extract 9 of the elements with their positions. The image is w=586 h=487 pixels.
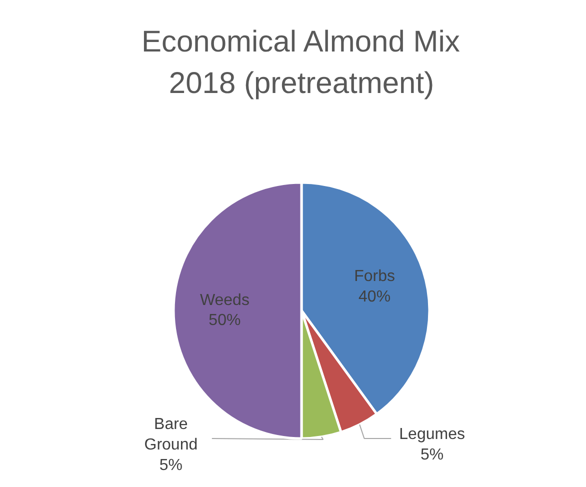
data-label: 5%: [159, 456, 183, 474]
slice-label: Forbs: [354, 268, 395, 286]
slice-label: Weeds: [200, 292, 250, 309]
slice-label: Bare Ground: [144, 416, 198, 454]
data-label: 5%: [420, 446, 444, 464]
data-label: 40%: [358, 288, 391, 306]
chart-title: Economical Almond Mix 2018 (pretreatment): [141, 26, 460, 100]
slice-label: Legumes: [399, 426, 465, 444]
data-label: 50%: [208, 312, 241, 330]
